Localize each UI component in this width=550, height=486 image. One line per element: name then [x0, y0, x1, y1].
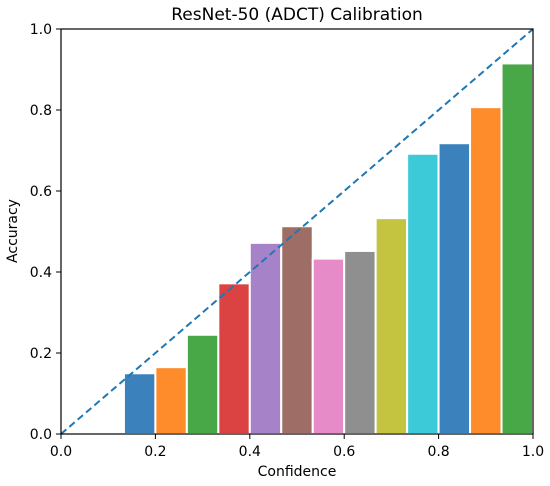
y-tick-label: 0.8	[30, 103, 52, 119]
calibration-bar-9	[374, 217, 409, 435]
calibration-bar-3	[185, 333, 220, 435]
y-tick-label: 0.0	[30, 427, 52, 443]
calibration-bar-13	[500, 62, 535, 436]
calibration-bar-7	[311, 257, 346, 435]
x-tick-label: 0.0	[50, 444, 72, 460]
x-tick-label: 1.0	[522, 444, 544, 460]
calibration-bar-12	[469, 106, 503, 435]
y-tick-label: 0.6	[30, 184, 52, 200]
calibration-bar-11	[437, 142, 472, 436]
x-axis-ticks: 0.0 0.2 0.4 0.6 0.8 1.0	[50, 434, 544, 460]
calibration-bar-10	[406, 152, 440, 436]
calibration-bar-8	[343, 249, 377, 435]
calibration-bar-1	[122, 372, 157, 435]
bars-layer	[122, 62, 535, 436]
y-tick-label: 0.4	[30, 265, 52, 281]
chart-title: ResNet-50 (ADCT) Calibration	[171, 5, 423, 25]
y-tick-label: 0.2	[30, 346, 52, 362]
x-tick-label: 0.2	[144, 444, 166, 460]
calibration-bar-4	[217, 282, 251, 435]
x-tick-label: 0.8	[427, 444, 449, 460]
x-axis-label: Confidence	[258, 464, 337, 480]
y-tick-label: 1.0	[30, 22, 52, 38]
y-axis-ticks: 0.0 0.2 0.4 0.6 0.8 1.0	[30, 22, 61, 443]
calibration-bar-5	[248, 241, 283, 435]
perfect-calibration-line	[60, 28, 534, 435]
calibration-bar-2	[154, 366, 188, 435]
calibration-bar-6	[280, 225, 314, 435]
x-tick-label: 0.4	[239, 444, 261, 460]
x-tick-label: 0.6	[333, 444, 355, 460]
plot-frame	[60, 28, 534, 435]
y-axis-label: Accuracy	[5, 199, 21, 263]
